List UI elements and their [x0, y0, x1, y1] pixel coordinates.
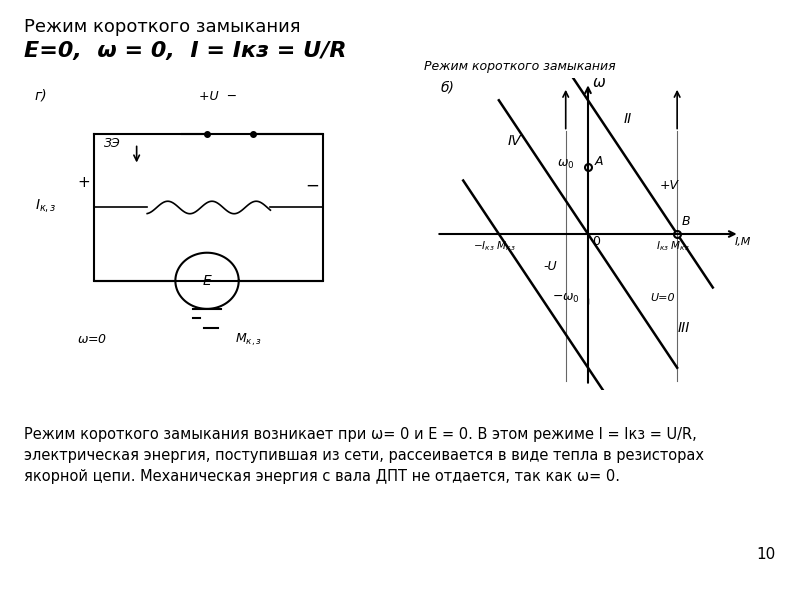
- Text: Режим короткого замыкания возникает при ω= 0 и E = 0. В этом режиме I = Iкз = U/: Режим короткого замыкания возникает при …: [24, 427, 704, 484]
- Text: +U  −: +U −: [198, 90, 237, 103]
- Text: 0: 0: [593, 235, 601, 248]
- Text: Режим короткого замыкания: Режим короткого замыкания: [424, 60, 616, 73]
- Text: г): г): [34, 89, 47, 103]
- Text: E=0,  ω = 0,  I = Iкз = U/R: E=0, ω = 0, I = Iкз = U/R: [24, 41, 346, 61]
- Text: -U: -U: [543, 260, 557, 272]
- Text: $\omega$: $\omega$: [593, 75, 606, 90]
- Text: $I_{к,з}$: $I_{к,з}$: [34, 197, 56, 214]
- Text: II: II: [624, 112, 632, 125]
- Text: I,M: I,M: [735, 237, 751, 247]
- Text: +: +: [78, 175, 90, 190]
- Text: $M_{к,з}$: $M_{к,з}$: [235, 332, 262, 348]
- Text: U=0: U=0: [650, 293, 675, 303]
- Text: ЗЭ: ЗЭ: [104, 137, 120, 149]
- Text: $-\omega_0$: $-\omega_0$: [552, 292, 580, 305]
- Text: III: III: [677, 321, 690, 335]
- Text: $\omega_0$: $\omega_0$: [557, 158, 574, 171]
- Text: $I_{кз}\ M_{кз}$: $I_{кз}\ M_{кз}$: [656, 239, 690, 253]
- Text: A: A: [594, 155, 603, 168]
- Text: B: B: [682, 215, 690, 228]
- Text: $-I_{кз}\ M_{кз}$: $-I_{кз}\ M_{кз}$: [473, 239, 516, 253]
- Text: 10: 10: [757, 547, 776, 562]
- Text: б): б): [441, 80, 454, 94]
- Text: IV: IV: [508, 134, 522, 148]
- Text: −: −: [306, 176, 319, 194]
- Text: $\omega$=0: $\omega$=0: [77, 333, 107, 346]
- Text: +V: +V: [659, 179, 678, 193]
- Text: E: E: [202, 274, 211, 288]
- Text: Режим короткого замыкания: Режим короткого замыкания: [24, 18, 301, 36]
